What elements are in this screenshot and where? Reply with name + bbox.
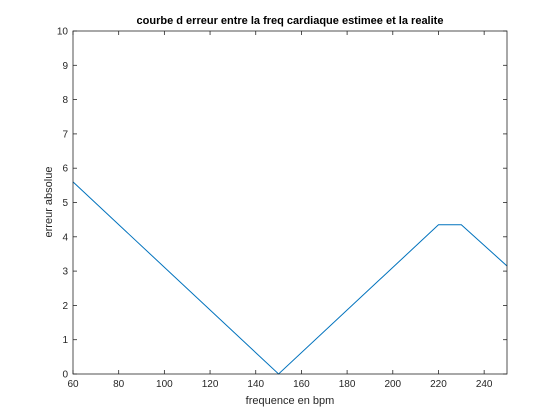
x-tick-label: 60 xyxy=(67,379,79,390)
chart-title: courbe d erreur entre la freq cardiaque … xyxy=(137,15,444,27)
x-tick-label: 240 xyxy=(476,379,493,390)
x-tick-label: 140 xyxy=(247,379,264,390)
y-tick-label: 7 xyxy=(62,129,68,140)
x-axis-label: frequence en bpm xyxy=(246,395,335,407)
y-tick-label: 5 xyxy=(62,198,68,209)
x-tick-label: 80 xyxy=(113,379,125,390)
y-tick-label: 4 xyxy=(62,232,68,243)
y-tick-label: 3 xyxy=(62,267,68,278)
y-tick-label: 0 xyxy=(62,370,68,381)
x-tick-label: 200 xyxy=(384,379,401,390)
x-ticks: 60 80 100 120 140 160 180 200 220 240 xyxy=(67,31,493,390)
x-tick-label: 180 xyxy=(339,379,356,390)
y-axis-label: erreur absolue xyxy=(43,167,55,238)
y-ticks: 0 1 2 3 4 5 6 7 8 9 10 xyxy=(57,27,507,381)
y-tick-label: 8 xyxy=(62,95,68,106)
y-tick-label: 10 xyxy=(57,27,69,38)
y-tick-label: 2 xyxy=(62,301,68,312)
y-tick-label: 9 xyxy=(62,61,68,72)
x-tick-label: 220 xyxy=(430,379,447,390)
series-layer xyxy=(72,181,508,375)
series-line xyxy=(72,181,508,375)
plot-area-background xyxy=(73,31,507,374)
x-tick-label: 100 xyxy=(156,379,173,390)
x-tick-label: 160 xyxy=(293,379,310,390)
y-tick-label: 1 xyxy=(62,335,68,346)
x-tick-label: 120 xyxy=(202,379,219,390)
y-tick-label: 6 xyxy=(62,164,68,175)
